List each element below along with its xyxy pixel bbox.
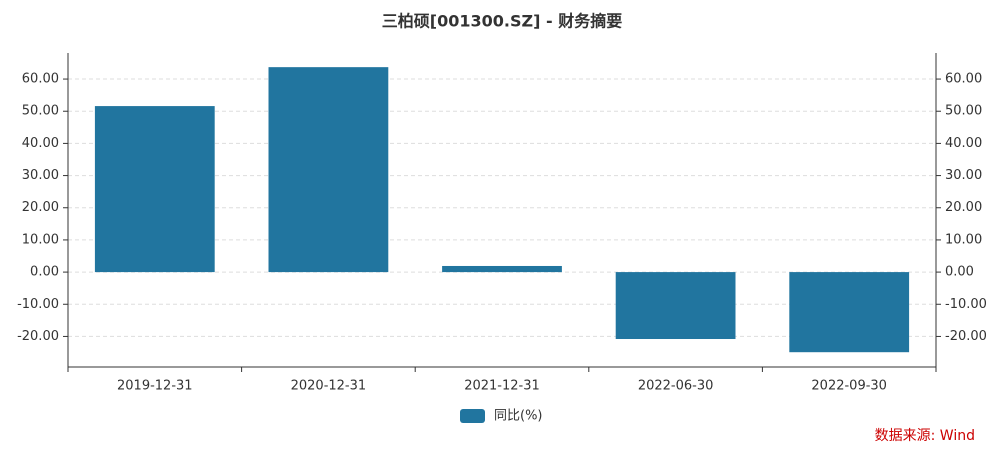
legend-label: 同比(%) bbox=[494, 409, 543, 424]
bar bbox=[94, 106, 215, 273]
chart-title: 三柏硕[001300.SZ] - 财务摘要 bbox=[382, 12, 622, 31]
bar bbox=[615, 272, 736, 340]
bar bbox=[268, 67, 389, 273]
source-note: 数据来源: Wind bbox=[875, 428, 975, 444]
y2-tick-label: 50.00 bbox=[945, 104, 982, 119]
x-tick-label: 2019-12-31 bbox=[117, 379, 193, 394]
y-tick-label: 50.00 bbox=[22, 104, 59, 119]
y-tick-label: 20.00 bbox=[22, 200, 59, 215]
bar bbox=[442, 265, 562, 273]
bar bbox=[789, 272, 910, 353]
x-tick-label: 2022-06-30 bbox=[638, 379, 714, 394]
y-tick-label: 40.00 bbox=[22, 136, 59, 151]
y2-tick-label: -10.00 bbox=[945, 297, 987, 312]
y-tick-label: 60.00 bbox=[22, 72, 59, 87]
y2-tick-label: 60.00 bbox=[945, 72, 982, 87]
y2-tick-label: 0.00 bbox=[945, 265, 974, 280]
y2-tick-label: 10.00 bbox=[945, 232, 982, 247]
y-tick-label: -20.00 bbox=[17, 329, 59, 344]
x-tick-label: 2020-12-31 bbox=[291, 379, 367, 394]
x-tick-label: 2021-12-31 bbox=[464, 379, 540, 394]
y-tick-label: 0.00 bbox=[30, 265, 59, 280]
y2-tick-label: -20.00 bbox=[945, 329, 987, 344]
legend-swatch bbox=[460, 409, 485, 423]
x-tick-label: 2022-09-30 bbox=[811, 379, 887, 394]
y-tick-label: -10.00 bbox=[17, 297, 59, 312]
y2-tick-label: 40.00 bbox=[945, 136, 982, 151]
y-tick-label: 30.00 bbox=[22, 168, 59, 183]
y2-tick-label: 30.00 bbox=[945, 168, 982, 183]
y2-tick-label: 20.00 bbox=[945, 200, 982, 215]
y-tick-label: 10.00 bbox=[22, 232, 59, 247]
